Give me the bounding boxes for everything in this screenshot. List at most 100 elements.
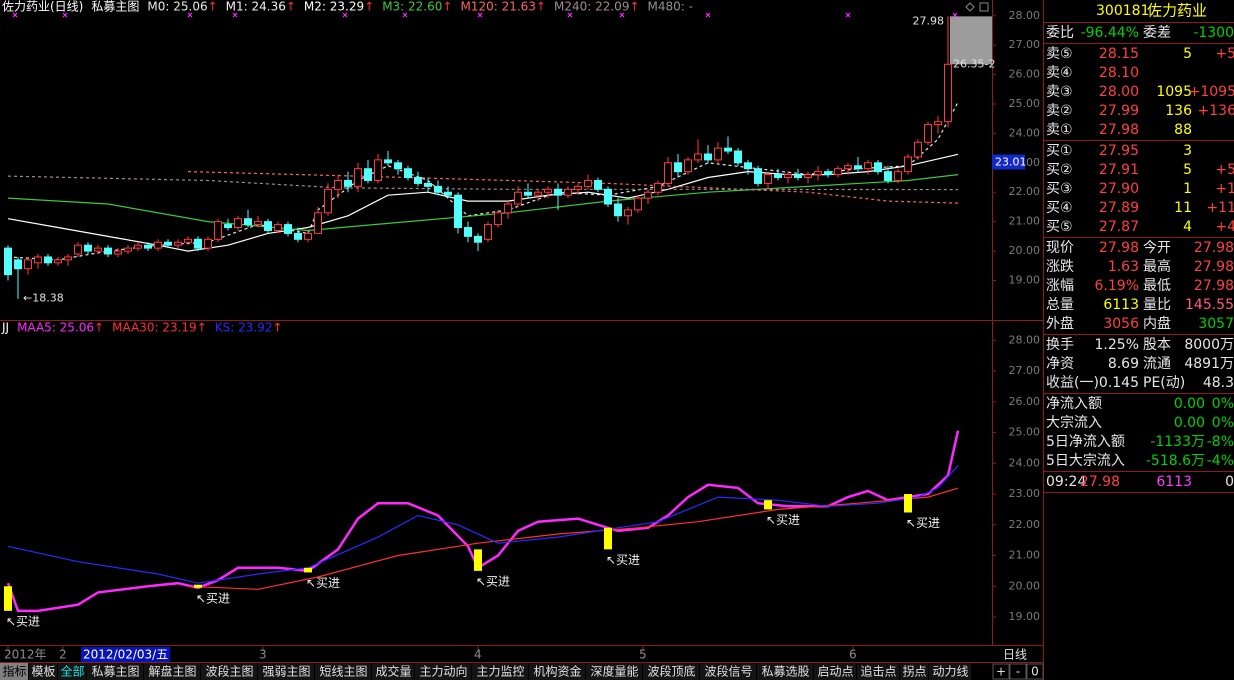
quote-label: 买① bbox=[1046, 143, 1073, 159]
tab[interactable]: 波段顶底 bbox=[647, 664, 695, 679]
tab[interactable]: 追击点 bbox=[860, 664, 896, 679]
tab-background[interactable] bbox=[857, 663, 899, 680]
tab[interactable]: 拐点 bbox=[902, 664, 926, 679]
quote-label: 卖② bbox=[1046, 103, 1073, 119]
tab-background[interactable] bbox=[144, 663, 200, 680]
signal-cross bbox=[402, 12, 408, 18]
signal-cross bbox=[952, 12, 958, 18]
candle-body bbox=[94, 247, 102, 252]
candle-body bbox=[574, 185, 582, 190]
tab-background[interactable] bbox=[29, 663, 57, 680]
tab[interactable]: 波段主图 bbox=[205, 664, 253, 679]
quote-value: 5 bbox=[1183, 46, 1192, 62]
tab-control[interactable]: 0 bbox=[1031, 665, 1039, 679]
date-label: 4 bbox=[474, 648, 482, 662]
tab-control[interactable]: - bbox=[1016, 665, 1020, 679]
tab-background[interactable] bbox=[586, 663, 642, 680]
price-annotation: 27.98 bbox=[913, 14, 945, 27]
buy-signal-bar bbox=[194, 584, 202, 588]
tab-background[interactable] bbox=[757, 663, 813, 680]
quote-value: 27.91 bbox=[1099, 162, 1139, 178]
indicator-name: 私募主图 bbox=[91, 0, 139, 14]
tab-background[interactable] bbox=[929, 663, 971, 680]
quote-label: 换手 bbox=[1046, 336, 1074, 353]
tab[interactable]: 主力动向 bbox=[419, 664, 467, 679]
quote-label: 净流入额 bbox=[1046, 396, 1102, 412]
tab[interactable]: 动力线 bbox=[932, 665, 968, 679]
quote-panel: 300181 佐力药业 委比 -96.44% 委差 -1300 卖⑤ 28.15 5 +5 卖④… bbox=[1044, 2, 1234, 493]
tab-control-box[interactable] bbox=[992, 663, 1010, 680]
tab-background[interactable] bbox=[643, 663, 699, 680]
tab-background[interactable] bbox=[529, 663, 585, 680]
signal-cross bbox=[62, 12, 68, 18]
y-tick-label: 19.00 bbox=[1009, 273, 1041, 286]
tab-background[interactable] bbox=[814, 663, 856, 680]
y-tick-label: 20.00 bbox=[1009, 579, 1041, 592]
tab[interactable]: 模板 bbox=[31, 665, 55, 679]
candle-body bbox=[364, 168, 372, 181]
quote-value: 今开 bbox=[1143, 240, 1171, 256]
candle-body bbox=[734, 150, 742, 164]
candle-body bbox=[894, 171, 902, 181]
quote-value: 0.00 bbox=[1174, 415, 1205, 431]
tab[interactable]: 解盘主图 bbox=[148, 664, 196, 679]
tab[interactable]: 主力监控 bbox=[476, 665, 524, 679]
quote-value: 4891万 bbox=[1184, 356, 1234, 372]
tab-control-box[interactable] bbox=[1009, 663, 1027, 680]
tab[interactable]: 全部 bbox=[60, 664, 84, 679]
candle-body bbox=[394, 162, 402, 170]
tab-background[interactable] bbox=[258, 663, 314, 680]
tab-background[interactable] bbox=[87, 663, 143, 680]
quote-value: +1095 bbox=[1189, 84, 1234, 100]
tab[interactable]: 启动点 bbox=[817, 665, 853, 679]
candle-body bbox=[354, 168, 362, 187]
series-label: MAA30: 23.19 bbox=[112, 321, 197, 335]
tab-background[interactable] bbox=[201, 663, 257, 680]
quote-value: PE(动) bbox=[1143, 375, 1185, 391]
tab-control[interactable]: + bbox=[996, 665, 1006, 679]
candle-body bbox=[544, 188, 552, 193]
quote-value: 27.87 bbox=[1099, 219, 1139, 235]
candle-body bbox=[464, 227, 472, 237]
candle-body bbox=[584, 179, 592, 187]
tab-background[interactable] bbox=[315, 663, 371, 680]
tab[interactable]: 私募选股 bbox=[761, 665, 809, 679]
tab[interactable]: 私募主图 bbox=[91, 665, 139, 679]
tab-background[interactable] bbox=[372, 663, 414, 680]
tab[interactable]: 成交量 bbox=[375, 664, 411, 679]
quote-value: -1300 bbox=[1193, 25, 1234, 41]
signal-cross bbox=[232, 12, 238, 18]
candle-body bbox=[694, 153, 702, 161]
signal-cross bbox=[567, 12, 573, 18]
candle-body bbox=[624, 209, 632, 217]
tab[interactable]: 强弱主图 bbox=[262, 665, 310, 679]
quote-value: 委差 bbox=[1143, 25, 1171, 41]
tab-background[interactable] bbox=[472, 663, 528, 680]
period-label[interactable]: 日线 bbox=[1003, 648, 1027, 662]
y-tick-label: 28.00 bbox=[1009, 333, 1041, 346]
tab-background[interactable] bbox=[900, 663, 928, 680]
quote-value: +5 bbox=[1215, 162, 1234, 178]
date-axis: 日线 2012年 2 3 4 5 6 2012/02/03/五 bbox=[4, 646, 1027, 662]
quote-value: 流通 bbox=[1143, 356, 1171, 372]
trend-arrow: ↑ bbox=[364, 0, 374, 14]
quote-label: 现价 bbox=[1046, 240, 1074, 256]
quote-value: 1.25% bbox=[1095, 337, 1139, 353]
candle-body bbox=[794, 174, 802, 179]
tab-background[interactable] bbox=[58, 663, 86, 680]
quote-value: 0.145 bbox=[1099, 375, 1139, 391]
tab-background[interactable] bbox=[700, 663, 756, 680]
quote-value: 股本 bbox=[1143, 337, 1171, 353]
tab-background[interactable] bbox=[0, 663, 28, 680]
quote-value: +1 bbox=[1215, 181, 1234, 197]
tab[interactable]: 深度量能 bbox=[590, 664, 638, 679]
quote-value: 48.3 bbox=[1203, 375, 1234, 391]
price-marker-label: 23.01 bbox=[995, 156, 1027, 169]
quote-value: 28.10 bbox=[1099, 65, 1139, 81]
tab[interactable]: 波段信号 bbox=[704, 664, 752, 679]
tab[interactable]: 指标 bbox=[2, 664, 26, 679]
tab[interactable]: 机构资金 bbox=[533, 664, 581, 679]
tab-background[interactable] bbox=[415, 663, 471, 680]
tab[interactable]: 短线主图 bbox=[319, 665, 367, 679]
tab-control-box[interactable] bbox=[1026, 663, 1044, 680]
